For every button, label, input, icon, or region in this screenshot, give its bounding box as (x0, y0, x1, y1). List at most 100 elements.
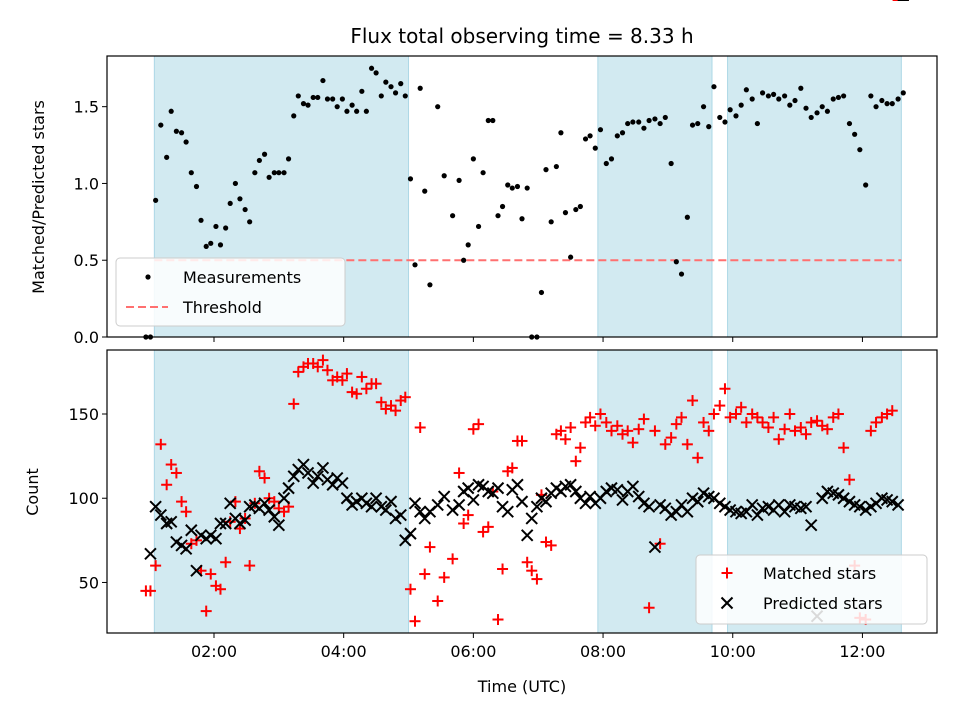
measurement-point (465, 242, 471, 248)
predicted-star-point (681, 505, 694, 518)
measurement-point (208, 240, 214, 246)
predicted-star-point (461, 481, 475, 495)
predicted-star-point (816, 492, 829, 505)
bottom-ytick-label-2: 150 (68, 405, 99, 424)
matched-star-point (341, 368, 353, 380)
matched-star-point (821, 423, 833, 435)
bottom-panel: 50 100 150 02:00 04:00 06:00 08:00 10:00 12:00 Ma… (68, 0, 938, 661)
matched-star-point (665, 432, 677, 444)
matched-star-point (779, 423, 791, 435)
predicted-star-point (282, 481, 295, 495)
predicted-star-point (399, 534, 412, 547)
measurement-point (354, 108, 360, 114)
measurement-point (173, 128, 179, 134)
measurement-point (363, 108, 369, 114)
measurement-point (652, 116, 658, 122)
measurement-point (417, 85, 423, 91)
measurement-point (505, 182, 511, 188)
top-shaded-interval-2 (727, 55, 902, 338)
matched-star-point (453, 467, 465, 479)
matched-star-point (784, 408, 796, 420)
measurement-point (895, 96, 901, 102)
measurement-point (625, 120, 631, 127)
measurement-point (499, 203, 506, 210)
measurement-point (727, 107, 733, 113)
measurement-point (706, 124, 712, 130)
predicted-star-point (384, 495, 398, 508)
predicted-star-point (804, 518, 818, 532)
matched-star-point (317, 354, 329, 366)
predicted-star-point (626, 480, 640, 493)
matched-star-point (165, 459, 177, 471)
chart-title: Flux total observing time = 8.33 h (350, 24, 693, 48)
measurement-point (305, 102, 311, 108)
matched-star-point (404, 583, 416, 595)
predicted-star-point (853, 500, 867, 513)
measurement-point (770, 91, 777, 97)
measurement-point (543, 167, 549, 173)
matched-star-point (432, 595, 444, 607)
matched-star-point (161, 479, 173, 491)
predicted-star-point (144, 547, 157, 561)
predicted-star-point (190, 564, 203, 577)
predicted-star-point (223, 497, 237, 510)
matched-star-point (477, 526, 489, 538)
predicted-star-point (501, 505, 514, 518)
measurement-point (879, 97, 885, 104)
measurement-point (733, 113, 739, 119)
predicted-star-point (670, 505, 683, 518)
matched-star-point (714, 400, 726, 412)
predicted-star-point (751, 508, 764, 522)
top-ytick-label-3: 1.5 (74, 98, 99, 117)
matched-star-point (654, 538, 666, 550)
predicted-star-point (837, 492, 850, 505)
matched-star-point (155, 438, 167, 450)
measurement-point (884, 101, 890, 107)
predicted-star-point (149, 500, 162, 513)
matched-star-point (730, 408, 742, 420)
matched-star-point (150, 560, 162, 572)
matched-star-point (351, 388, 363, 400)
top-panel-frame (106, 55, 938, 338)
bottom-legend: Matched stars Predicted stars (695, 554, 928, 625)
bottom-panel-ylabel: Count (23, 468, 42, 516)
measurement-point (441, 173, 447, 179)
measurement-point (164, 154, 170, 160)
measurement-point (315, 94, 321, 101)
measurement-point (183, 139, 189, 145)
matched-star-point (643, 602, 655, 614)
matched-star-point (214, 583, 226, 595)
predicted-star-point (418, 512, 431, 525)
matched-star-point (570, 455, 582, 467)
measurement-point (398, 81, 404, 87)
measurement-point (300, 101, 307, 107)
matched-star-point (622, 425, 634, 437)
matched-star-point (336, 374, 348, 386)
x-axis-label: Time (UTC) (477, 677, 566, 696)
matched-star-point (649, 425, 661, 437)
measurement-point (378, 93, 384, 99)
measurement-point (237, 196, 243, 202)
matched-star-point (594, 408, 606, 420)
measurement-point (678, 271, 685, 277)
matched-star-point (526, 565, 538, 577)
measurement-point (641, 125, 647, 131)
measurement-point (188, 170, 194, 176)
measurement-point (814, 110, 820, 116)
predicted-star-point (778, 505, 791, 518)
measurement-point (857, 147, 863, 153)
matched-star-point (789, 425, 801, 437)
measurement-point (213, 223, 219, 230)
measurement-point (538, 289, 545, 296)
measurement-point (668, 160, 674, 167)
measurement-point (519, 216, 525, 222)
matched-star-point (288, 398, 300, 410)
measurement-point (852, 131, 858, 137)
matched-star-point (409, 615, 421, 627)
matched-star-point (144, 585, 156, 597)
legend-matched-label: Matched stars (763, 564, 876, 583)
measurement-point (568, 254, 574, 260)
measurement-point (787, 102, 793, 108)
measurement-point (168, 108, 174, 114)
